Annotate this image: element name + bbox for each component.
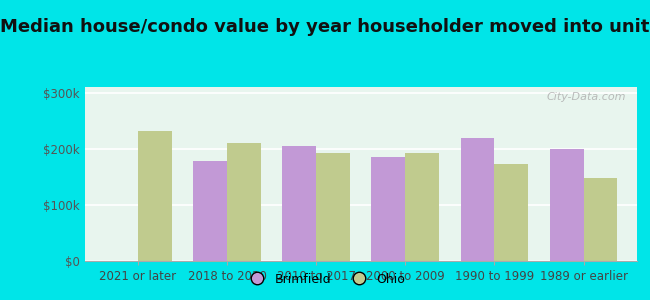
Bar [282, 146, 316, 261]
Bar [227, 143, 261, 261]
Bar [584, 178, 618, 261]
Text: City-Data.com: City-Data.com [547, 92, 626, 102]
Bar [138, 131, 172, 261]
Bar [461, 137, 495, 261]
Bar [371, 157, 406, 261]
Bar [550, 149, 584, 261]
Legend: Brimfield, Ohio: Brimfield, Ohio [240, 268, 410, 291]
Bar [495, 164, 528, 261]
Bar [193, 161, 227, 261]
Bar [406, 153, 439, 261]
Bar [316, 153, 350, 261]
Text: Median house/condo value by year householder moved into unit: Median house/condo value by year househo… [0, 18, 650, 36]
